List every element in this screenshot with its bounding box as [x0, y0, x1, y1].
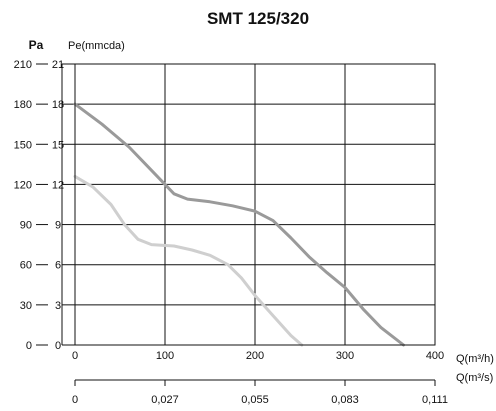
x-tick-label: 300 [336, 350, 354, 362]
y-right-tick-label: 3 [55, 300, 61, 312]
y-right-ticks: 0 3 6 9 12 15 18 21 [52, 59, 75, 352]
x-axis-label: Q(m³/h) [456, 353, 494, 365]
y-right-tick-label: 21 [52, 59, 64, 71]
plot-border [74, 63, 436, 346]
y-left-tick-label: 60 [20, 260, 32, 272]
y-right-tick-label: 15 [52, 139, 64, 151]
y-right-tick-label: 6 [55, 260, 61, 272]
x2-tick-label: 0,083 [331, 394, 359, 406]
x-tick-label: 100 [156, 350, 174, 362]
x2-axis-label: Q(m³/s) [456, 372, 493, 384]
y-left-ticks: 0 30 60 90 120 150 180 210 [14, 59, 48, 352]
x-ticks: 0 100 200 300 400 [72, 350, 444, 362]
x2-tick-label: 0,027 [151, 394, 179, 406]
y-left-tick-label: 120 [14, 179, 32, 191]
x2-tick-label: 0 [72, 394, 78, 406]
y-left-tick-label: 180 [14, 99, 32, 111]
chart-title: SMT 125/320 [207, 9, 309, 28]
x2-tick-label: 0,055 [241, 394, 269, 406]
x-tick-label: 400 [426, 350, 444, 362]
grid [75, 64, 435, 345]
y-right-tick-label: 18 [52, 99, 64, 111]
y-right-tick-label: 12 [52, 179, 64, 191]
x2-axis: 0 0,027 0,055 0,083 0,111 [72, 379, 448, 406]
x2-tick-label: 0,111 [422, 394, 448, 406]
x-tick-label: 200 [246, 350, 264, 362]
y-left-tick-label: 90 [20, 220, 32, 232]
y-right-tick-label: 0 [55, 340, 61, 352]
series-group [73, 102, 405, 347]
series-line-1 [73, 102, 405, 347]
y-left-tick-label: 0 [26, 340, 32, 352]
series-line-2 [73, 174, 304, 347]
x-tick-label: 0 [72, 350, 78, 362]
y-left-tick-label: 210 [14, 59, 32, 71]
y-right-tick-label: 9 [55, 220, 61, 232]
y-left-tick-label: 150 [14, 139, 32, 151]
y-left-tick-label: 30 [20, 300, 32, 312]
y-right-label: Pe(mmcda) [68, 40, 125, 52]
y-left-label: Pa [29, 38, 44, 52]
